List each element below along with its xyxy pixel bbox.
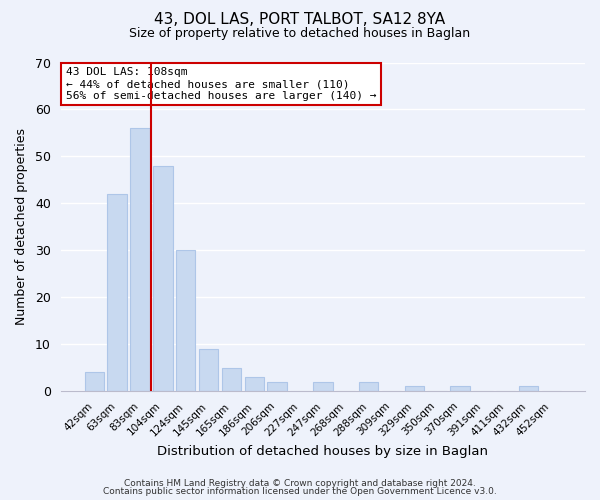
Bar <box>176 250 196 391</box>
Text: Contains public sector information licensed under the Open Government Licence v3: Contains public sector information licen… <box>103 487 497 496</box>
Bar <box>130 128 149 391</box>
Bar <box>153 166 173 391</box>
Text: Size of property relative to detached houses in Baglan: Size of property relative to detached ho… <box>130 28 470 40</box>
Bar <box>221 368 241 391</box>
Bar <box>313 382 332 391</box>
Text: 43 DOL LAS: 108sqm
← 44% of detached houses are smaller (110)
56% of semi-detach: 43 DOL LAS: 108sqm ← 44% of detached hou… <box>66 68 376 100</box>
Bar <box>107 194 127 391</box>
Bar <box>404 386 424 391</box>
Bar <box>268 382 287 391</box>
Bar <box>359 382 378 391</box>
Text: Contains HM Land Registry data © Crown copyright and database right 2024.: Contains HM Land Registry data © Crown c… <box>124 478 476 488</box>
Bar <box>450 386 470 391</box>
Bar <box>85 372 104 391</box>
X-axis label: Distribution of detached houses by size in Baglan: Distribution of detached houses by size … <box>157 444 488 458</box>
Bar <box>199 348 218 391</box>
Text: 43, DOL LAS, PORT TALBOT, SA12 8YA: 43, DOL LAS, PORT TALBOT, SA12 8YA <box>154 12 446 28</box>
Bar <box>245 377 264 391</box>
Y-axis label: Number of detached properties: Number of detached properties <box>15 128 28 325</box>
Bar <box>519 386 538 391</box>
